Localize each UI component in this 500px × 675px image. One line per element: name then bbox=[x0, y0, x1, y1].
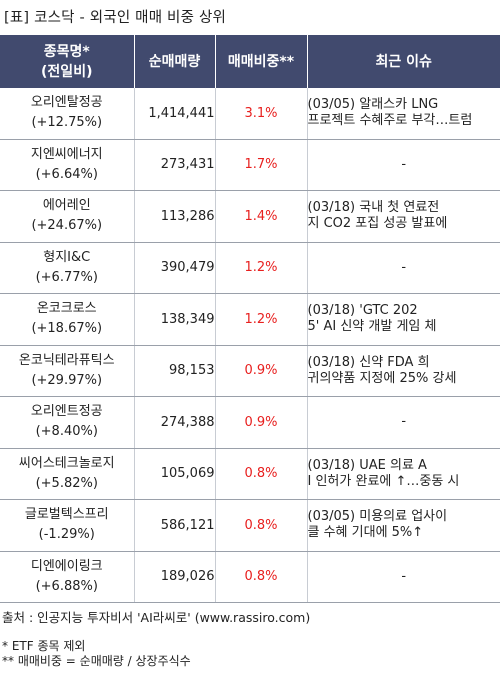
recent-issue-text: - bbox=[401, 259, 407, 275]
trade-ratio-cell: 0.8% bbox=[215, 551, 308, 603]
foreign-trading-table: 종목명* (전일비) 순매매량 매매비중** 최근 이슈 오리엔탈정공 (+12.… bbox=[0, 35, 500, 603]
recent-issue-cell: (03/05) 미용의료 업사이 클 수혜 기대에 5%↑ bbox=[307, 499, 500, 552]
etf-note: * ETF 종목 제외 bbox=[2, 639, 86, 653]
recent-issue-cell: - bbox=[307, 551, 500, 603]
trade-ratio-cell: 3.1% bbox=[215, 88, 308, 140]
stock-name-cell: 씨어스테크놀로지 (+5.82%) bbox=[0, 448, 135, 500]
stock-change: (+5.82%) bbox=[35, 475, 98, 491]
stock-name-cell: 글로벌텍스프리 (-1.29%) bbox=[0, 499, 135, 552]
net-volume-cell: 274,388 bbox=[134, 396, 216, 449]
stock-name-cell: 디엔에이링크 (+6.88%) bbox=[0, 551, 135, 603]
table-row: 지엔씨에너지 (+6.64%) 273,431 1.7% - bbox=[0, 139, 500, 191]
stock-name-cell: 온코닉테라퓨틱스 (+29.97%) bbox=[0, 345, 135, 397]
stock-name: 오리엔트정공 bbox=[30, 404, 103, 420]
header-stock-name: 종목명* (전일비) bbox=[0, 35, 135, 88]
recent-issue-cell: - bbox=[307, 242, 500, 294]
trade-ratio-cell: 1.2% bbox=[215, 242, 308, 294]
table-header-row: 종목명* (전일비) 순매매량 매매비중** 최근 이슈 bbox=[0, 35, 500, 88]
net-volume-cell: 189,026 bbox=[134, 551, 216, 603]
table-row: 온코크로스 (+18.67%) 138,349 1.2% (03/18) 'GTC 20… bbox=[0, 293, 500, 346]
trade-ratio-cell: 0.9% bbox=[215, 345, 308, 397]
recent-issue-cell: (03/18) 신약 FDA 희 귀의약품 지정에 25% 강세 bbox=[307, 345, 500, 397]
stock-change: (+29.97%) bbox=[31, 372, 103, 388]
net-volume-cell: 138,349 bbox=[134, 293, 216, 346]
stock-change: (+6.88%) bbox=[35, 578, 98, 594]
net-volume-cell: 390,479 bbox=[134, 242, 216, 294]
stock-change: (+24.67%) bbox=[31, 218, 103, 234]
net-volume-cell: 98,153 bbox=[134, 345, 216, 397]
recent-issue-text: (03/18) 신약 FDA 희 귀의약품 지정에 25% 강세 bbox=[307, 354, 457, 386]
stock-name-cell: 형지I&C (+6.77%) bbox=[0, 242, 135, 294]
stock-change: (+18.67%) bbox=[31, 321, 103, 337]
table-row: 오리엔탈정공 (+12.75%) 1,414,441 3.1% (03/05) 알래스카… bbox=[0, 88, 500, 140]
stock-name: 지엔씨에너지 bbox=[30, 146, 103, 162]
net-volume-cell: 113,286 bbox=[134, 190, 216, 243]
stock-name: 오리엔탈정공 bbox=[30, 95, 103, 111]
stock-change: (+6.77%) bbox=[35, 269, 98, 285]
recent-issue-text: (03/18) 'GTC 202 5' AI 신약 개발 게임 체 bbox=[307, 303, 437, 335]
recent-issue-cell: (03/18) 'GTC 202 5' AI 신약 개발 게임 체 bbox=[307, 293, 500, 346]
stock-change: (+8.40%) bbox=[35, 424, 98, 440]
net-volume-cell: 586,121 bbox=[134, 499, 216, 552]
table-row: 오리엔트정공 (+8.40%) 274,388 0.9% - bbox=[0, 396, 500, 449]
trade-ratio-cell: 1.7% bbox=[215, 139, 308, 191]
stock-name: 글로벌텍스프리 bbox=[24, 507, 109, 523]
stock-change: (+12.75%) bbox=[31, 115, 103, 131]
stock-name: 에어레인 bbox=[42, 198, 91, 214]
table-row: 디엔에이링크 (+6.88%) 189,026 0.8% - bbox=[0, 551, 500, 603]
trade-ratio-cell: 0.8% bbox=[215, 499, 308, 552]
trade-ratio-cell: 1.2% bbox=[215, 293, 308, 346]
stock-name: 형지I&C bbox=[43, 249, 91, 265]
header-net-volume: 순매매량 bbox=[134, 35, 216, 88]
ratio-formula-note: ** 매매비중 = 순매매량 / 상장주식수 bbox=[2, 654, 191, 668]
recent-issue-cell: - bbox=[307, 396, 500, 449]
stock-name: 온코닉테라퓨틱스 bbox=[18, 352, 115, 368]
recent-issue-text: - bbox=[401, 568, 407, 584]
stock-name: 온코크로스 bbox=[36, 301, 97, 317]
stock-name-cell: 에어레인 (+24.67%) bbox=[0, 190, 135, 243]
stock-name-cell: 온코크로스 (+18.67%) bbox=[0, 293, 135, 346]
trade-ratio-cell: 1.4% bbox=[215, 190, 308, 243]
header-recent-issue: 최근 이슈 bbox=[307, 35, 500, 88]
table-row: 형지I&C (+6.77%) 390,479 1.2% - bbox=[0, 242, 500, 294]
net-volume-cell: 105,069 bbox=[134, 448, 216, 500]
recent-issue-cell: (03/18) 국내 첫 연료전 지 CO2 포집 성공 발표에 bbox=[307, 190, 500, 243]
table-row: 글로벌텍스프리 (-1.29%) 586,121 0.8% (03/05) 미용의료 업… bbox=[0, 499, 500, 552]
trade-ratio-cell: 0.9% bbox=[215, 396, 308, 449]
source-note: 출처 : 인공지능 투자비서 'AI라씨로' (www.rassiro.com) bbox=[2, 610, 311, 625]
recent-issue-cell: (03/18) UAE 의료 A I 인허가 완료에 ↑…중동 시 bbox=[307, 448, 500, 500]
recent-issue-text: (03/05) 미용의료 업사이 클 수혜 기대에 5%↑ bbox=[307, 509, 448, 541]
page-title: [표] 코스닥 - 외국인 매매 비중 상위 bbox=[4, 10, 227, 26]
net-volume-cell: 273,431 bbox=[134, 139, 216, 191]
recent-issue-cell: (03/05) 알래스카 LNG 프로젝트 수혜주로 부각…트럼 bbox=[307, 88, 500, 140]
header-trade-ratio: 매매비중** bbox=[215, 35, 308, 88]
stock-name-cell: 오리엔트정공 (+8.40%) bbox=[0, 396, 135, 449]
stock-name-cell: 지엔씨에너지 (+6.64%) bbox=[0, 139, 135, 191]
stock-change: (+6.64%) bbox=[35, 166, 98, 182]
recent-issue-text: - bbox=[401, 156, 407, 172]
recent-issue-text: (03/18) 국내 첫 연료전 지 CO2 포집 성공 발표에 bbox=[307, 200, 448, 232]
table-row: 씨어스테크놀로지 (+5.82%) 105,069 0.8% (03/18) UAE 의… bbox=[0, 448, 500, 500]
stock-name: 디엔에이링크 bbox=[30, 558, 103, 574]
trade-ratio-cell: 0.8% bbox=[215, 448, 308, 500]
recent-issue-text: - bbox=[401, 414, 407, 430]
table-row: 온코닉테라퓨틱스 (+29.97%) 98,153 0.9% (03/18) 신약 FD… bbox=[0, 345, 500, 397]
stock-name: 씨어스테크놀로지 bbox=[18, 455, 115, 471]
stock-change: (-1.29%) bbox=[38, 527, 95, 543]
recent-issue-text: (03/18) UAE 의료 A I 인허가 완료에 ↑…중동 시 bbox=[307, 457, 460, 489]
stock-name-cell: 오리엔탈정공 (+12.75%) bbox=[0, 88, 135, 140]
table-body: 오리엔탈정공 (+12.75%) 1,414,441 3.1% (03/05) 알래스카… bbox=[0, 88, 500, 603]
recent-issue-text: (03/05) 알래스카 LNG 프로젝트 수혜주로 부각…트럼 bbox=[307, 97, 473, 129]
net-volume-cell: 1,414,441 bbox=[134, 88, 216, 140]
header-stock-name-line1: 종목명* bbox=[43, 43, 90, 60]
header-stock-name-line2: (전일비) bbox=[41, 63, 93, 80]
table-row: 에어레인 (+24.67%) 113,286 1.4% (03/18) 국내 첫 연료전… bbox=[0, 190, 500, 243]
recent-issue-cell: - bbox=[307, 139, 500, 191]
